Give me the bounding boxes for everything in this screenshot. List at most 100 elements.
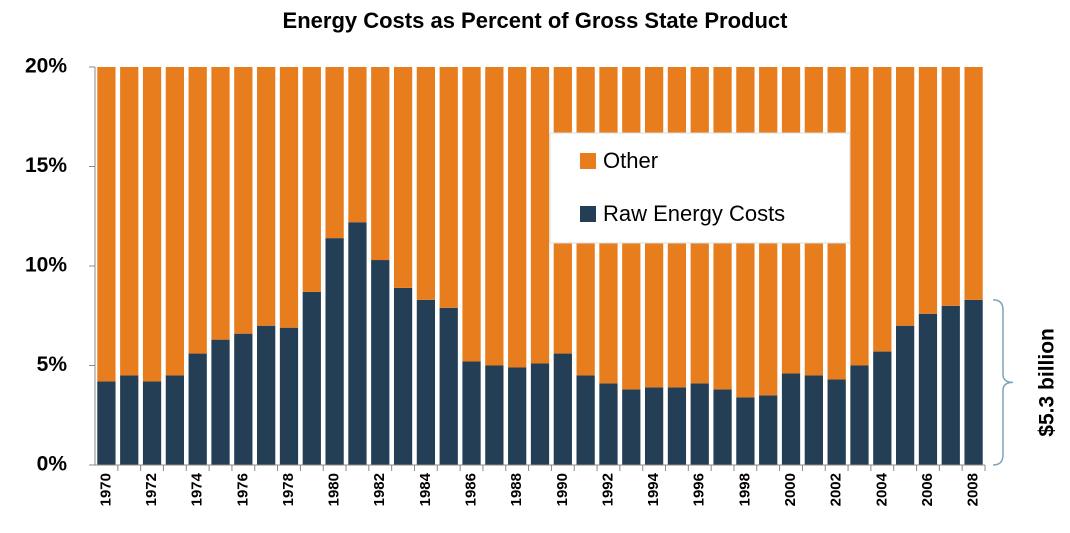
bar-segment xyxy=(211,339,230,465)
bar-segment xyxy=(690,383,709,465)
bar-segment xyxy=(257,325,276,465)
bar-segment xyxy=(211,67,230,340)
bar-segment xyxy=(439,67,458,308)
bar-segment xyxy=(896,325,915,465)
chart-title: Energy Costs as Percent of Gross State P… xyxy=(283,8,789,33)
x-tick-label: 2004 xyxy=(873,472,890,506)
x-tick-label: 1974 xyxy=(189,472,206,506)
bar-segment xyxy=(485,365,504,465)
bar-segment xyxy=(393,67,413,288)
bar-segment xyxy=(576,375,595,465)
bar-segment xyxy=(781,373,801,465)
x-tick-label: 1978 xyxy=(280,473,297,506)
bar-segment xyxy=(97,67,116,382)
y-tick-label: 15% xyxy=(25,154,67,177)
bar-segment xyxy=(279,327,299,465)
bar-segment xyxy=(120,375,139,465)
bar-segment xyxy=(416,67,436,300)
x-tick-label: 1972 xyxy=(143,473,160,506)
bar-segment xyxy=(279,67,299,328)
bar-segment xyxy=(188,353,207,465)
bar-segment xyxy=(257,67,276,326)
x-tick-label: 2006 xyxy=(919,473,936,506)
bar-segment xyxy=(530,67,550,364)
bar-segment xyxy=(120,67,139,376)
x-tick-label: 2002 xyxy=(828,473,845,506)
legend-swatch xyxy=(580,206,596,222)
x-tick-label: 1986 xyxy=(463,473,480,506)
x-tick-label: 1990 xyxy=(554,473,571,506)
annotation: $5.3 billion xyxy=(1036,328,1059,437)
x-tick-label: 1984 xyxy=(417,472,434,506)
bar-segment xyxy=(188,67,207,354)
bar-segment xyxy=(736,397,755,465)
x-tick-label: 1996 xyxy=(691,473,708,506)
bar-segment xyxy=(964,67,983,300)
bar-segment xyxy=(896,67,915,326)
bar-segment xyxy=(622,389,641,465)
bar-segment xyxy=(97,381,116,465)
bar-segment xyxy=(142,67,162,382)
bar-segment xyxy=(142,381,162,465)
legend: Other Raw Energy Costs xyxy=(549,132,851,244)
x-tick-label: 1980 xyxy=(326,473,343,506)
x-tick-label: 2008 xyxy=(965,473,982,506)
bar-segment xyxy=(462,361,481,465)
y-tick-label: 10% xyxy=(25,254,67,277)
bar-segment xyxy=(485,67,504,366)
bar-segment xyxy=(348,67,367,223)
bar-segment xyxy=(439,307,458,465)
x-tick-label: 2000 xyxy=(782,473,799,506)
bar-segment xyxy=(302,291,321,465)
x-tick-label: 1988 xyxy=(508,473,525,506)
bar-segment xyxy=(918,313,938,465)
bar-segment xyxy=(508,367,527,465)
bar-segment xyxy=(759,395,778,465)
bar-segment xyxy=(599,383,618,465)
bar-segment xyxy=(165,67,184,376)
bar-segment xyxy=(873,67,892,352)
x-tick-label: 1976 xyxy=(234,473,251,506)
legend-label: Other xyxy=(603,148,658,173)
bar-segment xyxy=(850,365,869,465)
bar-segment xyxy=(234,333,253,465)
bar-segment xyxy=(325,67,344,239)
bar-segment xyxy=(234,67,253,334)
bar-segment xyxy=(416,299,436,465)
x-tick-label: 1994 xyxy=(645,472,662,506)
y-tick-label: 20% xyxy=(25,55,67,78)
bar-segment xyxy=(553,353,572,465)
bar-segment xyxy=(348,222,367,465)
y-tick-label: 0% xyxy=(37,453,68,476)
bar-segment xyxy=(462,67,481,362)
bars xyxy=(97,67,983,465)
bar-segment xyxy=(804,375,823,465)
legend-swatch xyxy=(580,153,596,169)
bar-segment xyxy=(325,238,344,465)
bar-segment xyxy=(667,387,687,465)
legend-label: Raw Energy Costs xyxy=(603,201,785,226)
bar-segment xyxy=(941,67,960,306)
bar-segment xyxy=(964,299,983,465)
x-tick-label: 1970 xyxy=(97,473,114,506)
bar-segment xyxy=(827,379,846,465)
bar-segment xyxy=(644,387,664,465)
bar-segment xyxy=(165,375,184,465)
bar-segment xyxy=(850,67,869,366)
bar-segment xyxy=(713,389,732,465)
bar-segment xyxy=(918,67,938,314)
y-tick-label: 5% xyxy=(37,353,68,376)
bar-segment xyxy=(873,351,892,465)
bar-segment xyxy=(371,260,390,465)
bar-segment xyxy=(302,67,321,292)
bar-segment xyxy=(371,67,390,261)
bar-segment xyxy=(530,363,550,465)
bar-segment xyxy=(393,287,413,465)
bar-segment xyxy=(941,305,960,465)
bar-segment xyxy=(508,67,527,368)
legend-box xyxy=(549,132,851,244)
x-tick-label: 1982 xyxy=(371,473,388,506)
bracket xyxy=(992,299,1014,466)
x-tick-label: 1998 xyxy=(736,473,753,506)
